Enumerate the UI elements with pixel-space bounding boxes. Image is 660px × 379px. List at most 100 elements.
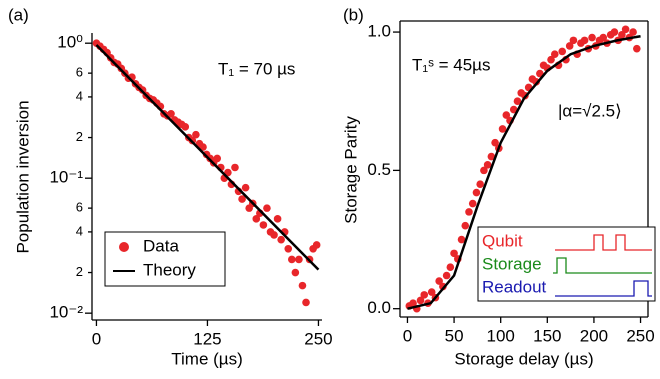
x-tick-label: 250 xyxy=(626,326,654,345)
data-point xyxy=(565,42,574,50)
data-point xyxy=(472,188,481,197)
data-point xyxy=(263,204,271,212)
y-tick-label: 6 xyxy=(76,65,83,80)
y-tick-label: 2 xyxy=(76,264,83,279)
legend-swatch xyxy=(119,242,129,252)
y-tick-label: 6 xyxy=(76,200,83,215)
data-point xyxy=(498,125,507,133)
data-point xyxy=(468,199,477,208)
inset-label: Qubit xyxy=(482,231,523,250)
data-point xyxy=(420,291,429,299)
data-point xyxy=(580,36,589,45)
x-tick-label: 250 xyxy=(304,329,332,348)
pulse xyxy=(555,280,652,297)
legend xyxy=(104,231,226,287)
data-point xyxy=(491,138,499,147)
data-point xyxy=(192,130,200,139)
y-tick-label: 4 xyxy=(76,88,83,103)
data-point xyxy=(277,235,285,244)
data-point xyxy=(465,208,473,216)
pulse xyxy=(553,257,652,274)
data-point xyxy=(558,47,567,56)
data-point xyxy=(409,299,417,307)
data-point xyxy=(284,244,293,253)
data-point xyxy=(213,154,222,163)
data-point xyxy=(291,268,300,277)
data-point xyxy=(199,143,207,151)
data-point xyxy=(450,249,458,258)
data-point xyxy=(513,97,522,106)
inset-label: Storage xyxy=(482,254,542,273)
data-point xyxy=(633,44,641,53)
annotation: T₁ˢ = 45µs xyxy=(412,55,490,74)
y-tick-label: 10⁰ xyxy=(57,33,83,52)
x-tick-label: 50 xyxy=(445,326,464,345)
data-point xyxy=(599,33,608,42)
data-point xyxy=(457,235,466,244)
y-tick-label: 1.0 xyxy=(367,22,391,41)
data-point xyxy=(550,50,559,58)
y-tick-label: 4 xyxy=(76,223,83,238)
y-tick-label: 2 xyxy=(76,129,83,144)
data-point xyxy=(442,271,451,280)
data-point xyxy=(231,163,239,172)
data-point xyxy=(238,195,246,203)
data-point xyxy=(629,28,637,36)
data-point xyxy=(461,221,470,230)
y-tick-label: 10⁻¹ xyxy=(49,168,83,187)
data-point xyxy=(569,36,578,45)
data-point xyxy=(509,105,518,114)
data-point xyxy=(298,281,307,290)
data-point xyxy=(181,123,190,131)
y-axis-label: Storage Parity xyxy=(341,116,360,224)
theory-line xyxy=(407,34,641,310)
data-point xyxy=(302,298,310,307)
data-point xyxy=(621,25,630,34)
theory-line xyxy=(95,44,320,271)
data-point xyxy=(487,152,496,161)
data-point xyxy=(295,255,303,264)
data-point xyxy=(270,231,278,239)
y-tick-label: 10⁻² xyxy=(49,303,83,322)
data-point xyxy=(427,288,436,296)
x-tick-label: 150 xyxy=(533,326,561,345)
y-tick-label: 0.5 xyxy=(367,160,391,179)
data-point xyxy=(480,166,488,175)
data-point xyxy=(476,180,484,189)
data-point xyxy=(618,31,626,39)
data-point xyxy=(588,33,596,42)
data-point xyxy=(435,277,443,285)
data-point xyxy=(610,28,619,36)
annotation: |α=√2.5⟩ xyxy=(558,101,622,120)
legend-label: Theory xyxy=(143,260,196,279)
x-axis-label: Time (µs) xyxy=(171,349,243,368)
x-tick-label: 100 xyxy=(487,326,515,345)
data-point xyxy=(502,111,511,119)
data-point xyxy=(446,263,455,272)
x-tick-label: 0 xyxy=(92,329,101,348)
data-point xyxy=(483,161,492,169)
x-tick-label: 125 xyxy=(193,329,221,348)
x-tick-label: 200 xyxy=(580,326,608,345)
inset: Qubit Storage Readout xyxy=(477,226,656,302)
data-point xyxy=(273,215,282,223)
data-point xyxy=(547,55,555,64)
annotation: T₁ = 70 µs xyxy=(218,59,295,78)
data-point xyxy=(288,255,296,264)
data-point xyxy=(416,296,425,305)
x-axis-label: Storage delay (µs) xyxy=(454,349,593,368)
inset-label: Readout xyxy=(482,277,547,296)
data-point xyxy=(252,215,261,223)
data-point xyxy=(259,221,268,229)
data-point xyxy=(167,109,175,118)
x-tick-label: 0 xyxy=(403,326,412,345)
y-axis-label: Population inversion xyxy=(13,100,32,253)
y-tick-label: 0.0 xyxy=(367,298,391,317)
legend-label: Data xyxy=(143,236,179,255)
panel-label: (a) xyxy=(8,5,29,24)
data-point xyxy=(312,241,321,249)
panel-label: (b) xyxy=(343,5,364,24)
data-point xyxy=(241,183,250,192)
pulse xyxy=(555,234,652,251)
